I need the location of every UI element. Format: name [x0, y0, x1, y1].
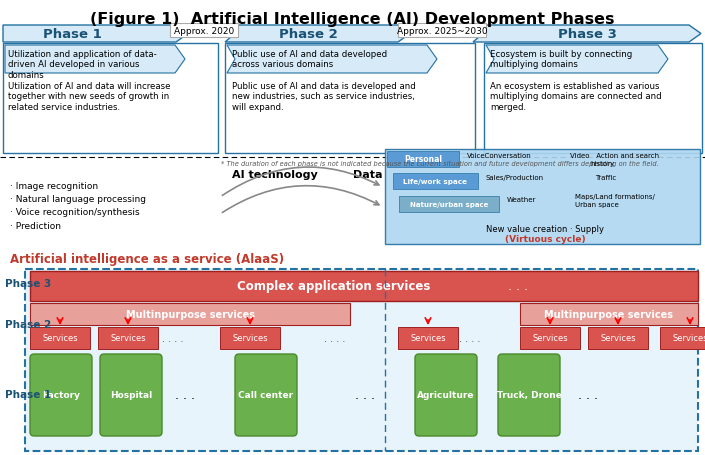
FancyBboxPatch shape: [30, 271, 698, 301]
FancyBboxPatch shape: [520, 327, 580, 349]
Text: Multinpurpose services: Multinpurpose services: [544, 309, 673, 319]
Text: Approx. 2020: Approx. 2020: [174, 26, 234, 35]
Text: VoiceConversation: VoiceConversation: [467, 153, 532, 159]
Text: Services: Services: [42, 334, 78, 343]
Text: Services: Services: [410, 334, 446, 343]
FancyArrowPatch shape: [222, 186, 379, 213]
Text: Phase 2: Phase 2: [278, 28, 338, 41]
Text: Artificial intelligence as a service (AlaaS): Artificial intelligence as a service (Al…: [10, 253, 284, 265]
Text: Truck, Drone: Truck, Drone: [496, 391, 561, 399]
Text: Multinpurpose services: Multinpurpose services: [125, 309, 255, 319]
Text: Maps/Land formations/: Maps/Land formations/: [575, 193, 655, 200]
Text: Agriculture: Agriculture: [417, 391, 474, 399]
Text: Services: Services: [532, 334, 568, 343]
FancyBboxPatch shape: [399, 197, 499, 212]
Text: . . .: . . .: [508, 280, 527, 293]
Text: Weather: Weather: [507, 197, 537, 202]
Text: Phase 3: Phase 3: [5, 278, 51, 288]
Text: Ecosystem is built by connecting
multiplying domains: Ecosystem is built by connecting multipl…: [490, 50, 632, 69]
Text: Approx. 2025~2030: Approx. 2025~2030: [397, 26, 487, 35]
Text: Utilization of AI and data will increase
together with new seeds of growth in
re: Utilization of AI and data will increase…: [8, 82, 171, 111]
FancyBboxPatch shape: [398, 24, 486, 38]
Text: Factory: Factory: [42, 391, 80, 399]
Polygon shape: [5, 46, 185, 74]
Text: Services: Services: [600, 334, 636, 343]
Text: . . . .: . . . .: [460, 333, 481, 343]
FancyBboxPatch shape: [484, 44, 702, 154]
Text: Services: Services: [232, 334, 268, 343]
FancyArrowPatch shape: [222, 168, 379, 196]
Text: Data: Data: [353, 170, 383, 180]
Text: Nature/urban space: Nature/urban space: [410, 202, 488, 207]
Text: Services: Services: [110, 334, 146, 343]
FancyBboxPatch shape: [30, 303, 350, 325]
FancyBboxPatch shape: [588, 327, 648, 349]
Text: Phase 1: Phase 1: [5, 389, 51, 399]
FancyBboxPatch shape: [520, 303, 698, 325]
FancyBboxPatch shape: [30, 354, 92, 436]
Text: . . .: . . .: [355, 389, 375, 402]
Text: . . .: . . .: [175, 389, 195, 402]
Text: Phase 3: Phase 3: [558, 28, 616, 41]
FancyBboxPatch shape: [220, 327, 280, 349]
Polygon shape: [473, 26, 701, 43]
Text: (Figure 1)  Artificial Intelligence (AI) Development Phases: (Figure 1) Artificial Intelligence (AI) …: [90, 12, 614, 27]
FancyBboxPatch shape: [98, 327, 158, 349]
Text: Public use of AI and data is developed and
new industries, such as service indus: Public use of AI and data is developed a…: [232, 82, 416, 111]
FancyBboxPatch shape: [25, 269, 698, 451]
FancyBboxPatch shape: [30, 327, 90, 349]
Text: Phase 1: Phase 1: [42, 28, 102, 41]
Text: Hospital: Hospital: [110, 391, 152, 399]
Text: AI technology: AI technology: [232, 170, 318, 180]
FancyBboxPatch shape: [498, 354, 560, 436]
Text: (Virtuous cycle): (Virtuous cycle): [505, 234, 585, 243]
Polygon shape: [225, 26, 410, 43]
Text: * The duration of each phase is not indicated because the current situation and : * The duration of each phase is not indi…: [221, 161, 659, 167]
Text: Sales/Production: Sales/Production: [485, 175, 543, 181]
Text: Personal: Personal: [404, 155, 442, 164]
Polygon shape: [227, 46, 437, 74]
FancyBboxPatch shape: [398, 327, 458, 349]
Text: · Image recognition
· Natural language processing
· Voice recognition/synthesis
: · Image recognition · Natural language p…: [10, 182, 146, 230]
FancyBboxPatch shape: [385, 150, 700, 244]
Text: Traffic: Traffic: [595, 175, 616, 181]
Text: Complex application services: Complex application services: [238, 280, 431, 293]
FancyBboxPatch shape: [3, 44, 218, 154]
FancyBboxPatch shape: [225, 44, 475, 154]
FancyBboxPatch shape: [660, 327, 705, 349]
FancyBboxPatch shape: [387, 152, 459, 167]
Polygon shape: [486, 46, 668, 74]
Text: Call center: Call center: [238, 391, 293, 399]
Text: Services: Services: [672, 334, 705, 343]
Polygon shape: [3, 26, 188, 43]
Text: New value creation · Supply: New value creation · Supply: [486, 224, 604, 233]
FancyBboxPatch shape: [235, 354, 297, 436]
Text: Urban space: Urban space: [575, 202, 619, 207]
Text: Video   Action and search: Video Action and search: [570, 153, 659, 159]
Text: Public use of AI and data developed
across various domains: Public use of AI and data developed acro…: [232, 50, 387, 69]
Text: Phase 2: Phase 2: [5, 319, 51, 329]
FancyBboxPatch shape: [100, 354, 162, 436]
FancyBboxPatch shape: [393, 174, 478, 190]
Text: . . . .: . . . .: [324, 333, 345, 343]
FancyBboxPatch shape: [415, 354, 477, 436]
Text: An ecosystem is established as various
multiplying domains are connected and
mer: An ecosystem is established as various m…: [490, 82, 661, 111]
Text: Utilization and application of data-
driven AI developed in various
domains: Utilization and application of data- dri…: [8, 50, 157, 80]
Text: history: history: [590, 161, 614, 167]
Text: Life/work space: Life/work space: [403, 179, 467, 185]
Text: . . .: . . .: [578, 389, 598, 402]
Text: . . . .: . . . .: [162, 333, 184, 343]
FancyBboxPatch shape: [170, 24, 238, 38]
